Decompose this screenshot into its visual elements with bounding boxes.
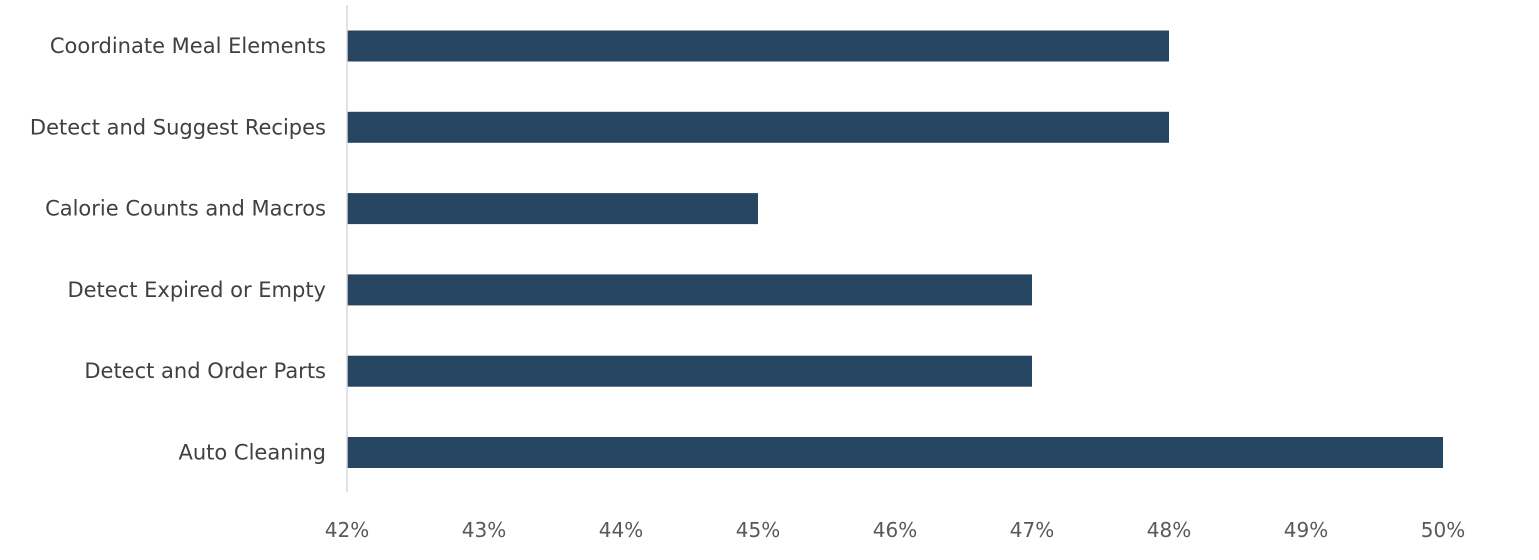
x-tick-label: 45% xyxy=(736,518,780,542)
category-label: Detect and Suggest Recipes xyxy=(30,115,326,139)
x-tick-label: 47% xyxy=(1010,518,1054,542)
bar-2 xyxy=(347,193,758,225)
category-label: Coordinate Meal Elements xyxy=(50,34,326,58)
category-label: Auto Cleaning xyxy=(178,441,326,465)
x-tick-label: 46% xyxy=(873,518,917,542)
x-tick-label: 48% xyxy=(1147,518,1191,542)
x-tick-label: 49% xyxy=(1284,518,1328,542)
bars xyxy=(347,30,1443,468)
category-label: Calorie Counts and Macros xyxy=(45,197,326,221)
bar-1 xyxy=(347,111,1169,143)
x-tick-label: 50% xyxy=(1421,518,1465,542)
bar-3 xyxy=(347,274,1032,306)
x-axis-tick-labels: 42% 43% 44% 45% 46% 47% 48% 49% 50% xyxy=(325,518,1465,542)
x-tick-label: 44% xyxy=(599,518,643,542)
category-labels: Coordinate Meal Elements Detect and Sugge… xyxy=(30,34,326,465)
bar-4 xyxy=(347,355,1032,387)
bar-0 xyxy=(347,30,1169,62)
category-label: Detect Expired or Empty xyxy=(67,278,326,302)
bar-5 xyxy=(347,437,1443,468)
x-tick-label: 42% xyxy=(325,518,369,542)
x-tick-label: 43% xyxy=(462,518,506,542)
category-label: Detect and Order Parts xyxy=(84,359,326,383)
